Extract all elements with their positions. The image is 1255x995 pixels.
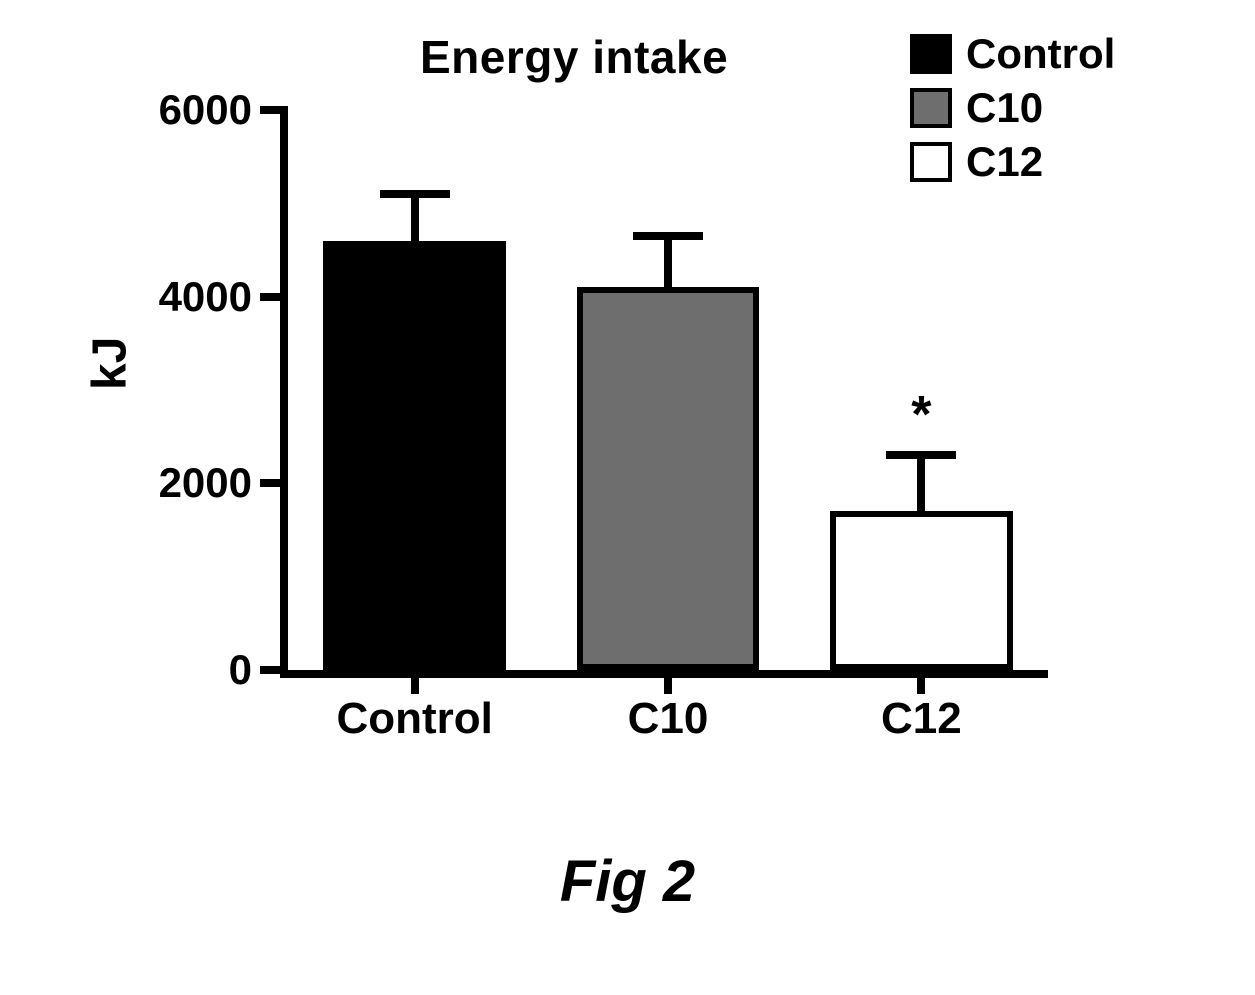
bar-group: *: [830, 110, 1012, 670]
y-axis-label: kJ: [83, 337, 138, 390]
error-bar-stem: [917, 455, 925, 511]
bar-group: [323, 110, 505, 670]
chart-title: Energy intake: [420, 30, 728, 84]
x-tick-label: Control: [336, 694, 492, 744]
error-bar-stem: [664, 236, 672, 287]
plot-area: * 0200040006000ControlC10C12: [280, 110, 1048, 678]
bars-container: *: [288, 110, 1048, 670]
legend-item-control: Control: [910, 30, 1170, 78]
y-tick-label: 4000: [159, 273, 252, 321]
legend-swatch-control: [910, 34, 952, 74]
error-bar-cap: [633, 232, 703, 240]
x-tick-label: C12: [881, 694, 962, 744]
error-bar-stem: [411, 194, 419, 241]
bar-c12: [830, 511, 1012, 670]
error-bar-cap: [886, 451, 956, 459]
y-tick-label: 2000: [159, 459, 252, 507]
figure-caption: Fig 2: [560, 848, 695, 915]
bar-c10: [577, 287, 759, 670]
y-tick: [260, 666, 288, 674]
significance-marker: *: [911, 385, 931, 445]
y-tick: [260, 293, 288, 301]
legend-label-control: Control: [966, 30, 1115, 78]
x-tick: [664, 670, 672, 694]
energy-intake-chart: Energy intake Control C10 C12 kJ * 02000…: [90, 30, 1170, 790]
bar-group: [577, 110, 759, 670]
x-tick: [917, 670, 925, 694]
x-tick-label: C10: [628, 694, 709, 744]
y-tick: [260, 106, 288, 114]
page-root: Energy intake Control C10 C12 kJ * 02000…: [0, 0, 1255, 995]
bar-control: [323, 241, 505, 670]
y-tick-label: 6000: [159, 86, 252, 134]
y-tick-label: 0: [229, 646, 252, 694]
y-tick: [260, 479, 288, 487]
error-bar-cap: [380, 190, 450, 198]
x-tick: [411, 670, 419, 694]
